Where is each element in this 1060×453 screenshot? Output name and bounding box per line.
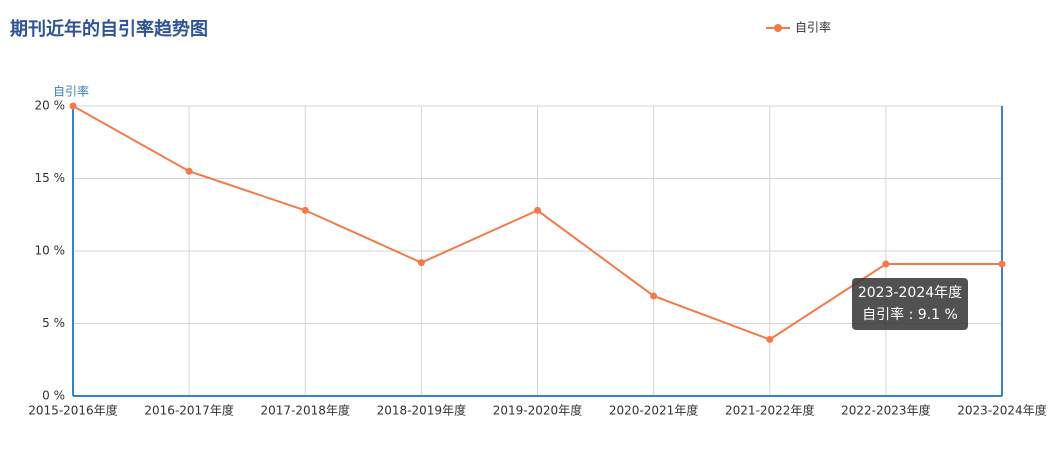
tooltip-title: 2023-2024年度 (858, 285, 962, 301)
point (882, 260, 890, 268)
x-tick-label: 2016-2017年度 (144, 403, 233, 418)
point (417, 259, 425, 267)
point (69, 102, 77, 110)
y-tick-label: 5 % (42, 316, 65, 330)
point (534, 206, 541, 214)
y-tick-label: 20 % (35, 99, 66, 113)
y-tick-label: 15 % (35, 171, 66, 185)
point (185, 167, 193, 175)
legend-marker (774, 24, 782, 32)
tooltip-box (852, 278, 968, 330)
x-tick-label: 2017-2018年度 (261, 403, 350, 418)
x-tick-label: 2015-2016年度 (28, 403, 117, 418)
x-tick-label: 2022-2023年度 (841, 403, 930, 418)
y-tick-label: 0 % (42, 389, 65, 403)
point (650, 292, 658, 300)
point (998, 260, 1006, 268)
x-tick-label: 2020-2021年度 (609, 403, 698, 418)
tooltip-text: 自引率 : 9.1 % (862, 306, 958, 323)
y-tick-label: 10 % (35, 244, 66, 258)
point (301, 206, 309, 214)
legend-label: 自引率 (795, 20, 831, 35)
x-tick-label: 2019-2020年度 (493, 403, 582, 418)
x-tick-label: 2023-2024年度 (957, 403, 1046, 418)
y-axis-label: 自引率 (53, 84, 89, 99)
chart-title: 期刊近年的自引率趋势图 (10, 18, 208, 40)
x-tick-label: 2021-2022年度 (725, 403, 814, 418)
x-tick-label: 2018-2019年度 (377, 403, 466, 418)
point (766, 335, 774, 343)
